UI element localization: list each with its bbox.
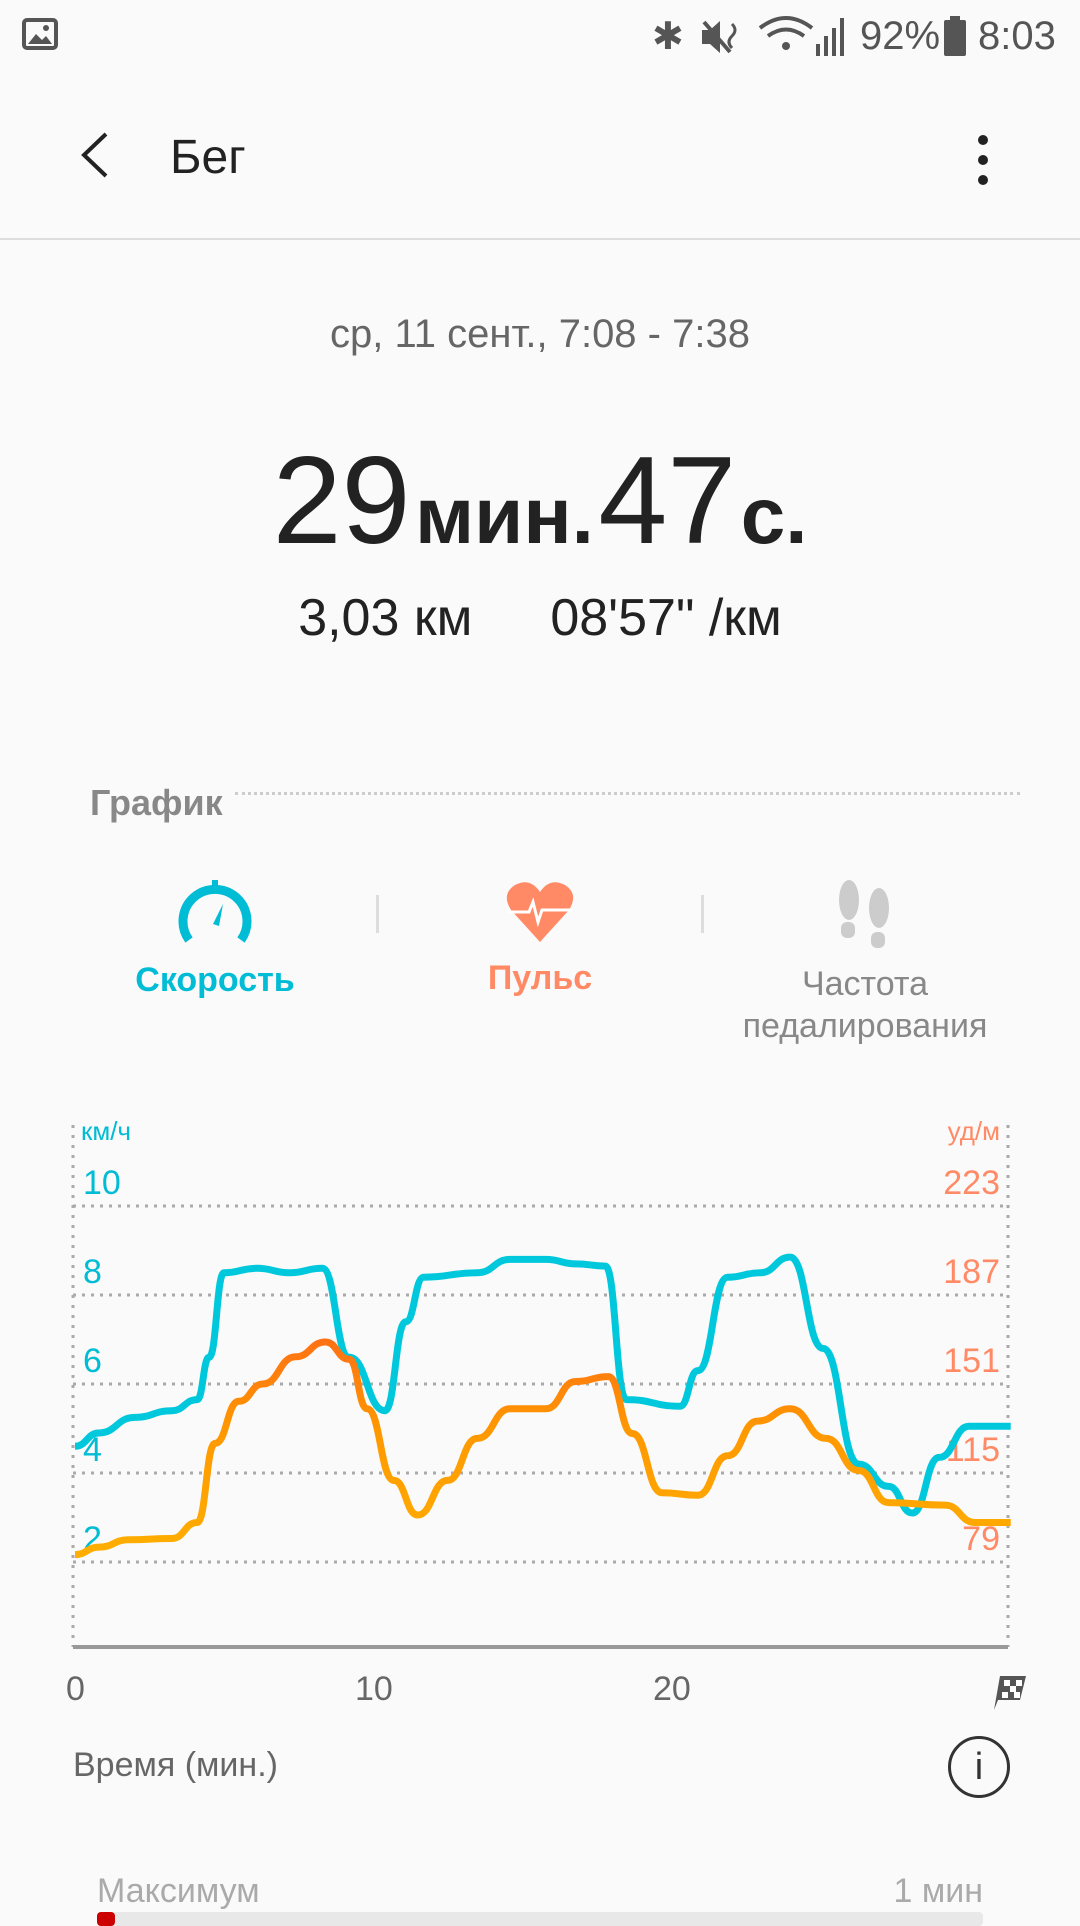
workout-date-range: ср, 11 сент., 7:08 - 7:38: [330, 312, 750, 356]
left-axis-unit: км/ч: [81, 1116, 131, 1146]
pace: 08'57" /км: [550, 589, 782, 647]
x-tick-label: 10: [355, 1670, 393, 1708]
right-tick-label: 151: [943, 1342, 1000, 1380]
x-tick-label: 20: [653, 1670, 691, 1708]
footprints-icon: [839, 880, 889, 948]
stat-label: Максимум: [97, 1872, 260, 1910]
right-tick-label: 187: [943, 1253, 1000, 1291]
distance-pace: 3,03 км 08'57" /км: [0, 588, 1080, 648]
duration-minutes-unit: мин.: [414, 471, 594, 560]
stat-bar: [97, 1912, 983, 1926]
speedometer-icon: [178, 880, 252, 943]
stat-value: 1 мин: [893, 1872, 984, 1910]
x-tick-label: 0: [66, 1670, 85, 1708]
tab-divider: [376, 895, 379, 933]
info-button[interactable]: i: [948, 1736, 1010, 1798]
duration-seconds: 47: [598, 432, 737, 570]
more-options-icon[interactable]: [970, 132, 996, 188]
app-bar: Бег: [0, 72, 1080, 240]
clock: 8:03: [978, 14, 1056, 58]
mute-icon: [702, 20, 737, 54]
section-title: График: [90, 782, 223, 823]
info-icon: i: [974, 1746, 984, 1788]
left-tick-label: 6: [83, 1342, 102, 1380]
right-tick-label: 79: [962, 1520, 1000, 1558]
gallery-notification-icon: [22, 18, 58, 50]
tab-heart-rate-label: Пульс: [487, 959, 593, 997]
battery-percent: 92%: [860, 14, 941, 58]
heart-rate-icon: [506, 882, 574, 942]
finish-flag-icon: [994, 1676, 1026, 1710]
duration-seconds-unit: с.: [740, 471, 808, 560]
battery-icon: [944, 16, 966, 56]
bluetooth-icon: ✱: [652, 16, 684, 58]
right-tick-label: 223: [943, 1164, 1000, 1202]
tab-cadence-label: Частота педалирования: [742, 965, 988, 1045]
section-divider: [235, 792, 1020, 795]
x-axis-title: Время (мин.): [73, 1746, 278, 1784]
right-axis-unit: уд/м: [948, 1116, 1000, 1146]
page-title: Бег: [170, 131, 246, 184]
tab-speed[interactable]: Скорость: [55, 880, 375, 1001]
tab-cadence[interactable]: Частота педалирования: [705, 880, 1025, 1047]
left-tick-label: 8: [83, 1253, 102, 1291]
duration-minutes: 29: [272, 432, 411, 570]
tab-speed-label: Скорость: [135, 961, 295, 999]
back-button[interactable]: [72, 130, 116, 180]
heart-rate-line: [74, 1338, 1011, 1559]
workout-duration: 29 мин. 47 с.: [0, 430, 1080, 572]
speed-line: [74, 1253, 1011, 1517]
wifi-signal-icon: [758, 16, 844, 56]
distance: 3,03 км: [298, 589, 473, 647]
tab-heart-rate[interactable]: Пульс: [380, 880, 700, 999]
status-bar: ✱ 92% 8:03: [0, 0, 1080, 72]
left-tick-label: 10: [83, 1164, 121, 1202]
stat-bar-fill: [97, 1912, 115, 1926]
tab-divider: [701, 895, 704, 933]
